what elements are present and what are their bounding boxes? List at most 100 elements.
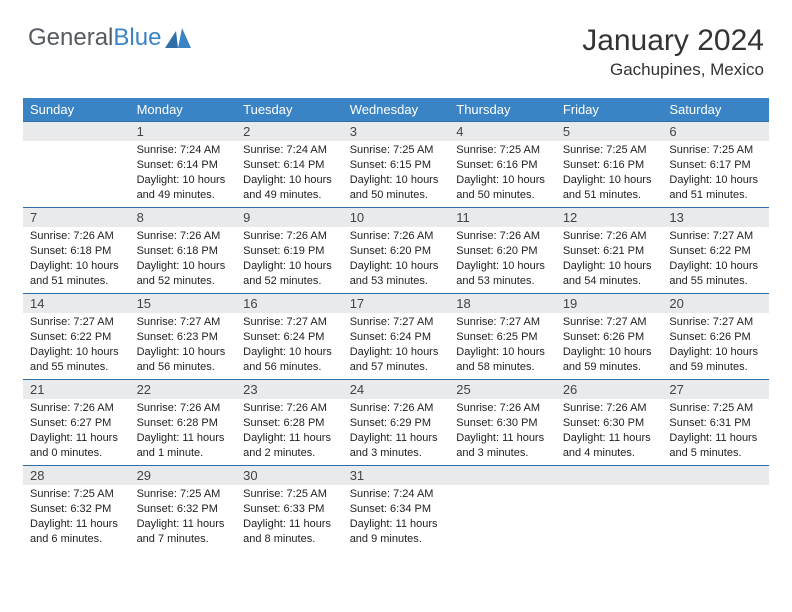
sunrise-text: Sunrise: 7:26 AM (30, 401, 123, 416)
weekday-header: Tuesday (236, 98, 343, 121)
day-number: 5 (556, 121, 663, 141)
daylight-text: Daylight: 10 hours and 50 minutes. (350, 173, 443, 203)
brand-logo: GeneralBlue (28, 24, 191, 52)
day-number: 31 (343, 465, 450, 485)
daylight-text: Daylight: 10 hours and 51 minutes. (30, 259, 123, 289)
day-body: Sunrise: 7:26 AMSunset: 6:19 PMDaylight:… (236, 227, 343, 292)
weekday-header: Monday (130, 98, 237, 121)
day-body: Sunrise: 7:27 AMSunset: 6:23 PMDaylight:… (130, 313, 237, 378)
sunrise-text: Sunrise: 7:26 AM (137, 401, 230, 416)
calendar-day-cell: 16Sunrise: 7:27 AMSunset: 6:24 PMDayligh… (236, 293, 343, 379)
calendar-day-cell: 21Sunrise: 7:26 AMSunset: 6:27 PMDayligh… (23, 379, 130, 465)
sunrise-text: Sunrise: 7:25 AM (243, 487, 336, 502)
sunrise-text: Sunrise: 7:26 AM (350, 229, 443, 244)
calendar-day-cell: 1Sunrise: 7:24 AMSunset: 6:14 PMDaylight… (130, 121, 237, 207)
daylight-text: Daylight: 10 hours and 52 minutes. (243, 259, 336, 289)
day-number (556, 465, 663, 485)
sunset-text: Sunset: 6:28 PM (243, 416, 336, 431)
daylight-text: Daylight: 10 hours and 50 minutes. (456, 173, 549, 203)
day-number: 8 (130, 207, 237, 227)
day-number: 25 (449, 379, 556, 399)
sunset-text: Sunset: 6:19 PM (243, 244, 336, 259)
day-body (556, 485, 663, 491)
calendar-day-cell (556, 465, 663, 551)
daylight-text: Daylight: 10 hours and 53 minutes. (350, 259, 443, 289)
day-number: 30 (236, 465, 343, 485)
daylight-text: Daylight: 10 hours and 59 minutes. (563, 345, 656, 375)
sunrise-text: Sunrise: 7:25 AM (350, 143, 443, 158)
calendar-day-cell: 5Sunrise: 7:25 AMSunset: 6:16 PMDaylight… (556, 121, 663, 207)
day-body: Sunrise: 7:25 AMSunset: 6:31 PMDaylight:… (662, 399, 769, 464)
location-label: Gachupines, Mexico (582, 60, 764, 80)
month-title: January 2024 (582, 24, 764, 58)
calendar-day-cell: 8Sunrise: 7:26 AMSunset: 6:18 PMDaylight… (130, 207, 237, 293)
day-body: Sunrise: 7:26 AMSunset: 6:21 PMDaylight:… (556, 227, 663, 292)
day-number: 16 (236, 293, 343, 313)
day-body: Sunrise: 7:26 AMSunset: 6:28 PMDaylight:… (130, 399, 237, 464)
sunrise-text: Sunrise: 7:25 AM (563, 143, 656, 158)
day-body: Sunrise: 7:27 AMSunset: 6:24 PMDaylight:… (236, 313, 343, 378)
sunrise-text: Sunrise: 7:26 AM (563, 229, 656, 244)
sunset-text: Sunset: 6:28 PM (137, 416, 230, 431)
day-number: 7 (23, 207, 130, 227)
sunset-text: Sunset: 6:14 PM (243, 158, 336, 173)
day-body: Sunrise: 7:27 AMSunset: 6:22 PMDaylight:… (662, 227, 769, 292)
day-body: Sunrise: 7:27 AMSunset: 6:25 PMDaylight:… (449, 313, 556, 378)
daylight-text: Daylight: 10 hours and 51 minutes. (669, 173, 762, 203)
sunset-text: Sunset: 6:21 PM (563, 244, 656, 259)
sunset-text: Sunset: 6:14 PM (137, 158, 230, 173)
sunset-text: Sunset: 6:30 PM (456, 416, 549, 431)
sunrise-text: Sunrise: 7:24 AM (243, 143, 336, 158)
sunset-text: Sunset: 6:22 PM (669, 244, 762, 259)
page-header: GeneralBlue January 2024 Gachupines, Mex… (0, 0, 792, 90)
daylight-text: Daylight: 11 hours and 4 minutes. (563, 431, 656, 461)
day-number: 24 (343, 379, 450, 399)
calendar-week-row: 28Sunrise: 7:25 AMSunset: 6:32 PMDayligh… (23, 465, 769, 551)
sunset-text: Sunset: 6:20 PM (350, 244, 443, 259)
day-body: Sunrise: 7:25 AMSunset: 6:15 PMDaylight:… (343, 141, 450, 206)
calendar-day-cell: 10Sunrise: 7:26 AMSunset: 6:20 PMDayligh… (343, 207, 450, 293)
calendar-day-cell: 2Sunrise: 7:24 AMSunset: 6:14 PMDaylight… (236, 121, 343, 207)
day-number: 19 (556, 293, 663, 313)
day-number: 11 (449, 207, 556, 227)
sunset-text: Sunset: 6:27 PM (30, 416, 123, 431)
sunrise-text: Sunrise: 7:26 AM (456, 401, 549, 416)
sunset-text: Sunset: 6:32 PM (137, 502, 230, 517)
sunset-text: Sunset: 6:29 PM (350, 416, 443, 431)
calendar-day-cell: 13Sunrise: 7:27 AMSunset: 6:22 PMDayligh… (662, 207, 769, 293)
day-body: Sunrise: 7:27 AMSunset: 6:22 PMDaylight:… (23, 313, 130, 378)
daylight-text: Daylight: 11 hours and 3 minutes. (456, 431, 549, 461)
daylight-text: Daylight: 10 hours and 55 minutes. (30, 345, 123, 375)
daylight-text: Daylight: 11 hours and 8 minutes. (243, 517, 336, 547)
day-body: Sunrise: 7:25 AMSunset: 6:16 PMDaylight:… (449, 141, 556, 206)
day-body: Sunrise: 7:26 AMSunset: 6:28 PMDaylight:… (236, 399, 343, 464)
sunrise-text: Sunrise: 7:27 AM (30, 315, 123, 330)
weekday-header: Sunday (23, 98, 130, 121)
day-number: 15 (130, 293, 237, 313)
calendar-table: Sunday Monday Tuesday Wednesday Thursday… (23, 98, 769, 551)
sunset-text: Sunset: 6:25 PM (456, 330, 549, 345)
weekday-header: Wednesday (343, 98, 450, 121)
calendar-day-cell: 26Sunrise: 7:26 AMSunset: 6:30 PMDayligh… (556, 379, 663, 465)
sunrise-text: Sunrise: 7:24 AM (350, 487, 443, 502)
calendar-week-row: 21Sunrise: 7:26 AMSunset: 6:27 PMDayligh… (23, 379, 769, 465)
calendar-day-cell (662, 465, 769, 551)
calendar-day-cell: 11Sunrise: 7:26 AMSunset: 6:20 PMDayligh… (449, 207, 556, 293)
daylight-text: Daylight: 11 hours and 6 minutes. (30, 517, 123, 547)
sunrise-text: Sunrise: 7:26 AM (350, 401, 443, 416)
day-number: 18 (449, 293, 556, 313)
calendar-week-row: 7Sunrise: 7:26 AMSunset: 6:18 PMDaylight… (23, 207, 769, 293)
day-number: 27 (662, 379, 769, 399)
day-body: Sunrise: 7:26 AMSunset: 6:20 PMDaylight:… (343, 227, 450, 292)
day-body: Sunrise: 7:24 AMSunset: 6:14 PMDaylight:… (236, 141, 343, 206)
weekday-header: Thursday (449, 98, 556, 121)
sunrise-text: Sunrise: 7:25 AM (137, 487, 230, 502)
sunset-text: Sunset: 6:24 PM (350, 330, 443, 345)
calendar-day-cell: 30Sunrise: 7:25 AMSunset: 6:33 PMDayligh… (236, 465, 343, 551)
day-number: 10 (343, 207, 450, 227)
sunrise-text: Sunrise: 7:25 AM (456, 143, 549, 158)
calendar-day-cell: 24Sunrise: 7:26 AMSunset: 6:29 PMDayligh… (343, 379, 450, 465)
calendar-day-cell: 31Sunrise: 7:24 AMSunset: 6:34 PMDayligh… (343, 465, 450, 551)
calendar-day-cell: 29Sunrise: 7:25 AMSunset: 6:32 PMDayligh… (130, 465, 237, 551)
daylight-text: Daylight: 10 hours and 53 minutes. (456, 259, 549, 289)
